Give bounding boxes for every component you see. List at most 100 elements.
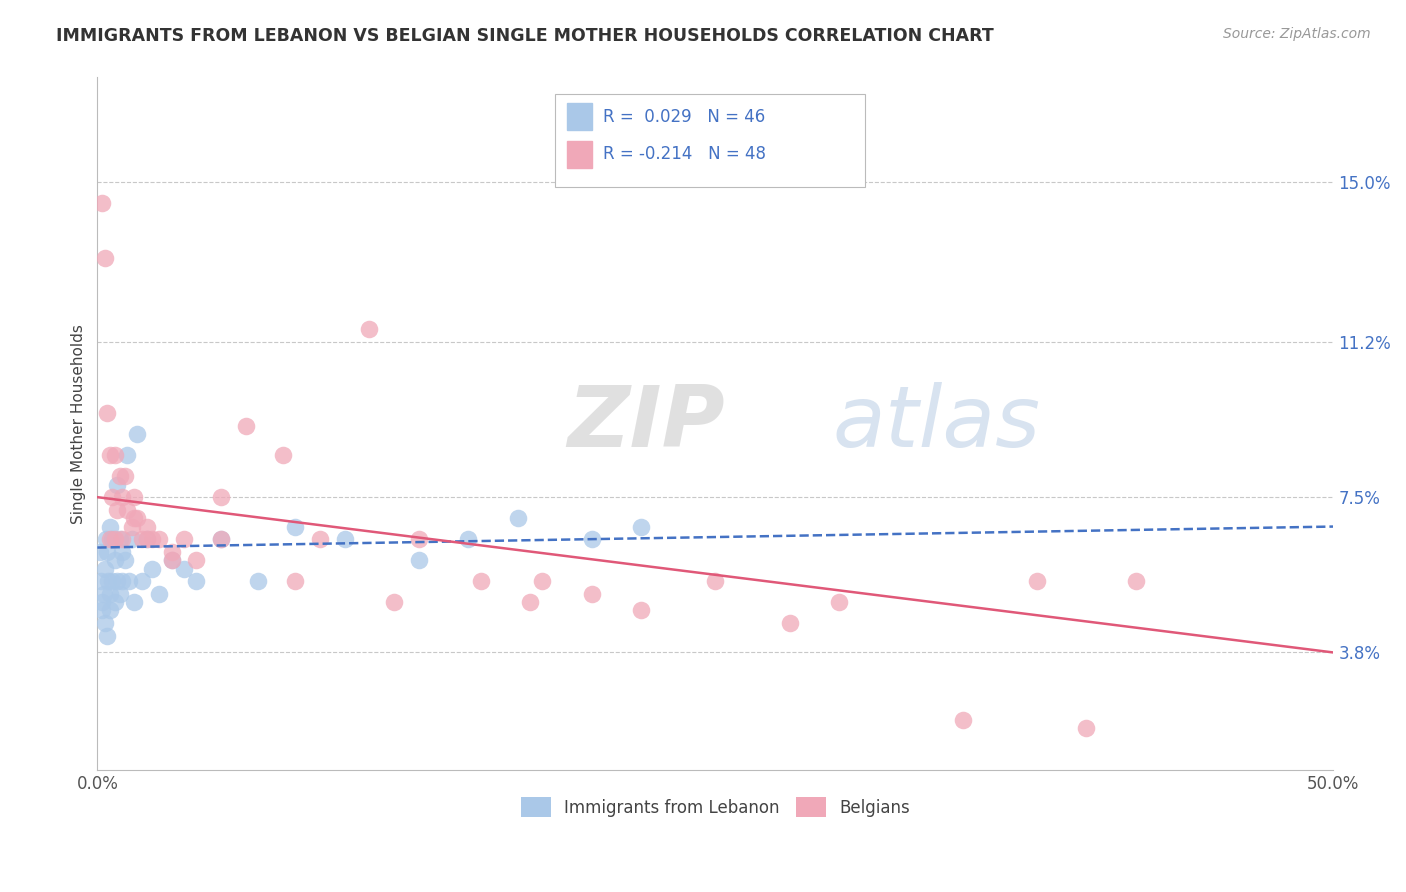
Point	[94, 561, 117, 575]
Text: IMMIGRANTS FROM LEBANON VS BELGIAN SINGLE MOTHER HOUSEHOLDS CORRELATION CHART: IMMIGRANTS FROM LEBANON VS BELGIAN SINGL…	[56, 27, 994, 45]
Point	[284, 519, 307, 533]
Point	[104, 448, 127, 462]
Point	[470, 574, 492, 588]
Point	[828, 595, 851, 609]
Point	[125, 427, 148, 442]
Point	[209, 490, 232, 504]
Point	[506, 511, 529, 525]
Point	[98, 587, 121, 601]
Point	[382, 595, 405, 609]
Point	[148, 532, 170, 546]
Point	[121, 532, 143, 546]
Point	[98, 532, 121, 546]
Point	[173, 561, 195, 575]
Point	[111, 490, 134, 504]
Point	[98, 519, 121, 533]
Point	[89, 545, 111, 559]
Y-axis label: Single Mother Households: Single Mother Households	[72, 324, 86, 524]
Point	[124, 595, 146, 609]
Point	[186, 553, 208, 567]
Point	[114, 553, 136, 567]
Point	[408, 553, 430, 567]
Point	[160, 553, 183, 567]
Point	[101, 574, 124, 588]
Point	[98, 603, 121, 617]
Point	[105, 477, 128, 491]
Point	[1125, 574, 1147, 588]
Point	[121, 519, 143, 533]
Point	[531, 574, 554, 588]
Point	[93, 587, 115, 601]
Point	[581, 587, 603, 601]
Point	[108, 587, 131, 601]
Point	[91, 595, 114, 609]
Point	[141, 532, 163, 546]
Point	[111, 532, 134, 546]
Point	[333, 532, 356, 546]
Point	[235, 418, 257, 433]
Point	[173, 532, 195, 546]
Point	[96, 629, 118, 643]
Point	[704, 574, 727, 588]
Point	[131, 574, 153, 588]
Point	[115, 502, 138, 516]
Point	[630, 519, 652, 533]
Point	[111, 574, 134, 588]
Point	[209, 532, 232, 546]
Point	[114, 469, 136, 483]
Point	[96, 406, 118, 420]
Text: ZIP: ZIP	[567, 382, 724, 466]
Point	[115, 448, 138, 462]
Point	[1076, 721, 1098, 735]
Point	[124, 490, 146, 504]
Point	[94, 616, 117, 631]
Point	[209, 532, 232, 546]
Point	[94, 532, 117, 546]
Point	[952, 713, 974, 727]
Point	[141, 561, 163, 575]
Text: R =  0.029   N = 46: R = 0.029 N = 46	[603, 108, 765, 126]
Point	[457, 532, 479, 546]
Point	[186, 574, 208, 588]
Point	[284, 574, 307, 588]
Point	[98, 448, 121, 462]
Point	[160, 545, 183, 559]
Point	[135, 532, 157, 546]
Point	[581, 532, 603, 546]
Point	[308, 532, 330, 546]
Text: Source: ZipAtlas.com: Source: ZipAtlas.com	[1223, 27, 1371, 41]
Point	[408, 532, 430, 546]
Point	[630, 603, 652, 617]
Point	[104, 553, 127, 567]
Point	[97, 574, 120, 588]
Point	[779, 616, 801, 631]
Point	[101, 490, 124, 504]
Point	[135, 532, 157, 546]
Point	[124, 511, 146, 525]
Point	[108, 469, 131, 483]
Point	[519, 595, 541, 609]
Point	[91, 196, 114, 211]
Point	[148, 587, 170, 601]
Point	[91, 603, 114, 617]
Text: R = -0.214   N = 48: R = -0.214 N = 48	[603, 145, 766, 163]
Point	[160, 553, 183, 567]
Legend: Immigrants from Lebanon, Belgians: Immigrants from Lebanon, Belgians	[515, 790, 917, 824]
Point	[135, 519, 157, 533]
Point	[94, 251, 117, 265]
Point	[1025, 574, 1047, 588]
Point	[359, 322, 381, 336]
Point	[104, 532, 127, 546]
Point	[101, 532, 124, 546]
Point	[90, 574, 112, 588]
Point	[125, 511, 148, 525]
Point	[111, 545, 134, 559]
Point	[104, 595, 127, 609]
Point	[105, 502, 128, 516]
Point	[271, 448, 294, 462]
Point	[131, 532, 153, 546]
Point	[247, 574, 270, 588]
Point	[108, 532, 131, 546]
Text: atlas: atlas	[832, 382, 1040, 466]
Point	[118, 574, 141, 588]
